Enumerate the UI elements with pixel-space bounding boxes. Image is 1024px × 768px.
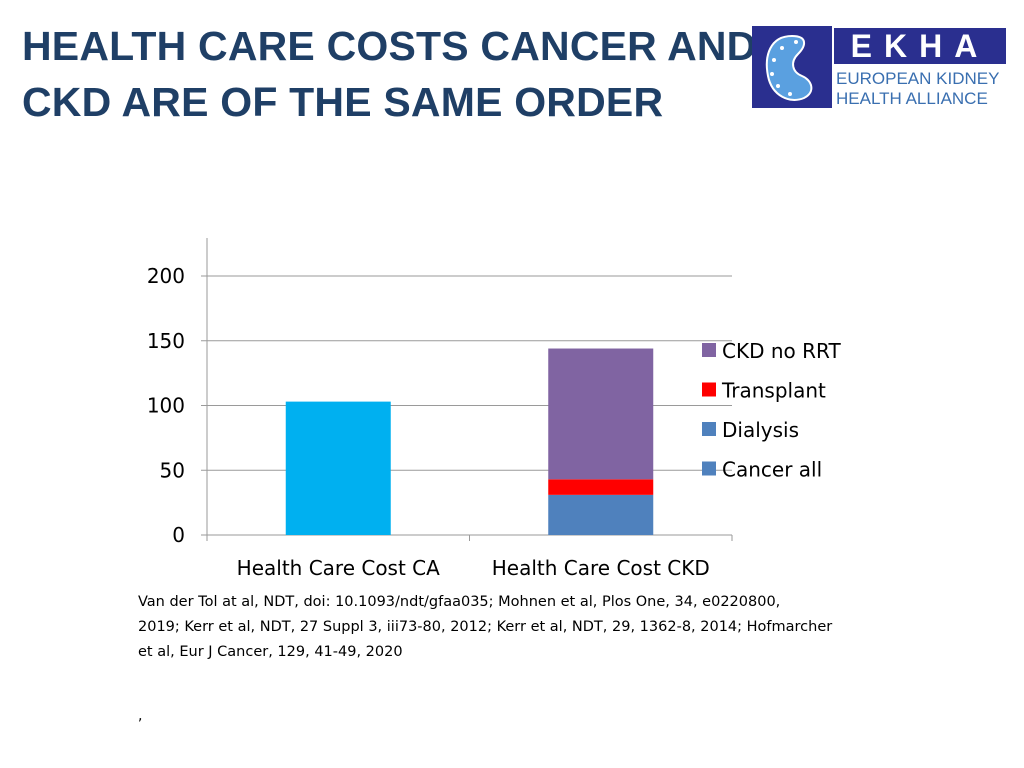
ekha-logo-graphic: EKHA EUROPEAN KIDNEY HEALTH ALLIANCE xyxy=(752,26,1006,108)
bar-0 xyxy=(285,401,391,535)
slide-title-line2: CKD ARE OF THE SAME ORDER xyxy=(22,79,664,125)
bar-1-ckd-no-rrt xyxy=(548,348,654,480)
x-tick-label-1: Health Care Cost CKD xyxy=(492,556,710,580)
logo-line2: HEALTH ALLIANCE xyxy=(836,89,988,108)
ekha-logo: EKHA EUROPEAN KIDNEY HEALTH ALLIANCE xyxy=(752,26,1008,108)
logo-line1: EUROPEAN KIDNEY xyxy=(836,69,999,88)
slide-title: HEALTH CARE COSTS CANCER AND CKD ARE OF … xyxy=(22,18,762,130)
x-tick-label-0: Health Care Cost CA xyxy=(237,556,440,580)
legend-label-cancer-all: Cancer all xyxy=(722,458,822,482)
y-tick-label-0: 0 xyxy=(172,523,185,547)
y-tick-label-50: 50 xyxy=(160,458,185,482)
footer-mark: , xyxy=(138,708,143,724)
source-line-1: Van der Tol at al, NDT, doi: 10.1093/ndt… xyxy=(138,594,781,610)
y-tick-label-100: 100 xyxy=(147,394,185,418)
legend-swatch-dialysis xyxy=(702,422,716,436)
kidney-icon xyxy=(765,34,813,101)
legend-label-dialysis: Dialysis xyxy=(722,418,799,442)
source-line-3: et al, Eur J Cancer, 129, 41-49, 2020 xyxy=(138,644,403,660)
legend-label-ckd-no-rrt: CKD no RRT xyxy=(722,339,841,363)
source-citation: Van der Tol at al, NDT, doi: 10.1093/ndt… xyxy=(138,590,898,665)
legend-swatch-cancer-all xyxy=(702,461,716,476)
y-tick-label-150: 150 xyxy=(147,329,185,353)
logo-letters-panel xyxy=(834,28,1006,64)
legend-label-transplant: Transplant xyxy=(721,379,826,403)
legend-swatch-transplant xyxy=(702,382,716,397)
source-line-2: 2019; Kerr et al, NDT, 27 Suppl 3, iii73… xyxy=(138,619,833,635)
logo-letters: EKHA xyxy=(851,28,990,64)
bar-1-transplant xyxy=(548,479,654,495)
legend-swatch-ckd-no-rrt xyxy=(702,343,716,357)
slide-title-line1: HEALTH CARE COSTS CANCER AND xyxy=(22,23,757,69)
y-tick-label-200: 200 xyxy=(147,264,185,288)
bar-1-dialysis xyxy=(548,494,654,535)
stars-icon xyxy=(770,40,798,96)
